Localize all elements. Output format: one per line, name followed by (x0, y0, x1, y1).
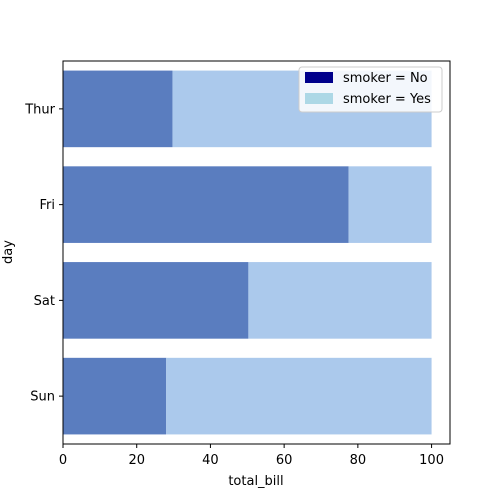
x-tick-label: 80 (350, 453, 367, 468)
legend: smoker = No smoker = Yes (298, 66, 443, 113)
legend-label-no: smoker = No (343, 71, 428, 86)
bar-sun-yes (166, 357, 432, 435)
x-tick-label: 40 (202, 453, 219, 468)
bars-layer (63, 70, 432, 435)
y-axis-label: day (1, 240, 16, 264)
legend-swatch-yes (305, 93, 333, 104)
y-tick-label: Thur (24, 102, 55, 117)
legend-box (298, 66, 443, 113)
x-axis-label: total_bill (228, 474, 283, 489)
x-tick-label: 100 (419, 453, 444, 468)
legend-label-yes: smoker = Yes (343, 92, 431, 107)
plot-frame (62, 60, 451, 445)
bar-sat-no (63, 262, 249, 339)
y-tick-label: Sun (30, 390, 55, 405)
x-tick-label: 0 (59, 453, 67, 468)
x-axis-ticks: 0 20 40 60 80 100 (59, 444, 444, 468)
x-tick-label: 20 (128, 453, 145, 468)
bar-sun-no (63, 357, 167, 435)
y-tick-label: Fri (40, 198, 56, 213)
x-tick-label: 60 (276, 453, 293, 468)
bar-sat-yes (248, 262, 432, 339)
y-axis-ticks: Thur Fri Sat Sun (24, 102, 63, 405)
y-tick-label: Sat (34, 294, 55, 309)
bar-thur-no (63, 70, 173, 148)
legend-swatch-no (305, 72, 333, 83)
bar-fri-yes (348, 166, 432, 243)
bar-fri-no (63, 166, 349, 243)
